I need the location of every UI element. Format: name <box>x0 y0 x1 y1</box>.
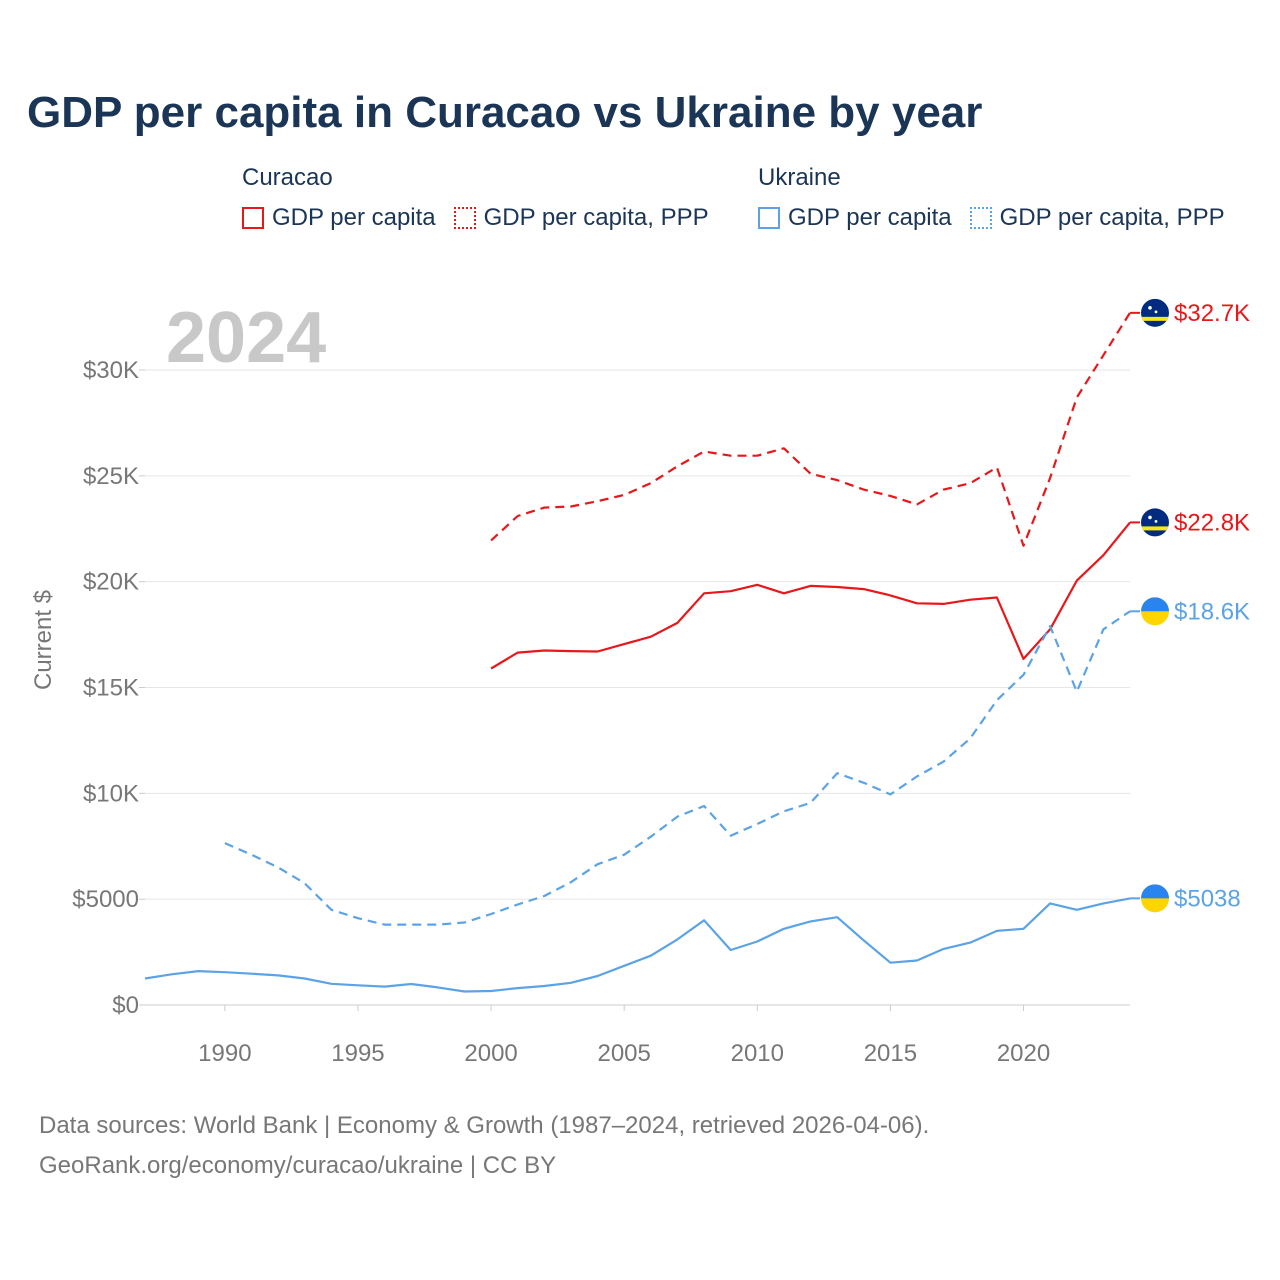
series-line-0[interactable] <box>490 521 1131 670</box>
source-note: Data sources: World Bank | Economy & Gro… <box>39 1106 929 1186</box>
legend-curacao-gdp-label: GDP per capita <box>272 204 436 231</box>
legend-curacao-ppp[interactable]: GDP per capita, PPP <box>453 204 709 232</box>
y-tick-label: $10K <box>83 780 139 807</box>
y-tick-label: $15K <box>83 675 139 702</box>
ukraine-flag-icon <box>1141 597 1169 626</box>
curacao-flag-icon <box>1141 298 1169 327</box>
legend-curacao-title: Curacao <box>242 164 333 191</box>
source-line-1: Data sources: World Bank | Economy & Gro… <box>39 1112 930 1139</box>
y-tick-label: $30K <box>83 357 139 384</box>
x-tick-label: 2015 <box>864 1040 917 1067</box>
legend-curacao: Curacao GDP per capita GDP per capita, P… <box>242 162 727 232</box>
legend-ukraine-gdp[interactable]: GDP per capita <box>758 204 952 232</box>
swatch-solid-icon <box>758 207 780 229</box>
x-tick-label: 2005 <box>597 1040 650 1067</box>
legend-ukraine-ppp-label: GDP per capita, PPP <box>999 204 1225 231</box>
swatch-dotted-icon <box>969 207 992 229</box>
end-value-label: $32.7K <box>1174 300 1250 327</box>
y-tick-label: $0 <box>112 992 139 1019</box>
legend-ukraine-title: Ukraine <box>758 164 841 191</box>
ukraine-flag-icon <box>1141 884 1169 913</box>
y-tick-label: $5000 <box>72 886 139 913</box>
x-tick-label: 2000 <box>464 1040 517 1067</box>
series-line-1[interactable] <box>490 312 1131 547</box>
y-tick-label: $20K <box>83 569 139 596</box>
legend-ukraine-gdp-label: GDP per capita <box>788 204 952 231</box>
x-tick-label: 2010 <box>731 1040 784 1067</box>
series-line-3[interactable] <box>224 610 1131 926</box>
end-value-label: $18.6K <box>1174 598 1250 625</box>
legend-ukraine-ppp[interactable]: GDP per capita, PPP <box>969 204 1225 232</box>
chart-title: GDP per capita in Curacao vs Ukraine by … <box>27 88 983 137</box>
swatch-dotted-icon <box>453 207 476 229</box>
swatch-solid-icon <box>242 207 264 229</box>
legend-curacao-gdp[interactable]: GDP per capita <box>242 204 436 232</box>
legend-ukraine: Ukraine GDP per capita GDP per capita, P… <box>758 162 1243 232</box>
x-tick-label: 1995 <box>331 1040 384 1067</box>
source-line-2[interactable]: GeoRank.org/economy/curacao/ukraine | CC… <box>39 1152 557 1179</box>
year-watermark: 2024 <box>166 298 326 378</box>
x-tick-label: 1990 <box>198 1040 251 1067</box>
end-value-label: $22.8K <box>1174 509 1250 536</box>
y-tick-label: $25K <box>83 463 139 490</box>
x-tick-label: 2020 <box>997 1040 1050 1067</box>
legend-curacao-ppp-label: GDP per capita, PPP <box>483 204 709 231</box>
y-axis-label: Current $ <box>30 590 57 690</box>
series-line-2[interactable] <box>144 897 1131 993</box>
end-value-label: $5038 <box>1174 885 1241 912</box>
curacao-flag-icon <box>1141 508 1169 537</box>
